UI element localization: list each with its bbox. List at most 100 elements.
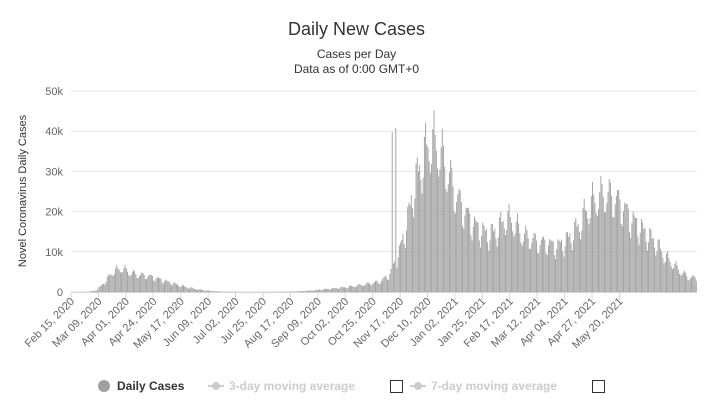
bar[interactable] — [608, 179, 610, 292]
bar[interactable] — [299, 291, 301, 292]
bar[interactable] — [400, 242, 402, 292]
bar[interactable] — [345, 287, 347, 292]
bar[interactable] — [586, 211, 588, 292]
bar[interactable] — [366, 282, 368, 292]
bar[interactable] — [156, 277, 158, 292]
bar[interactable] — [694, 277, 696, 292]
bar[interactable] — [464, 215, 466, 292]
bar[interactable] — [105, 281, 107, 292]
bar[interactable] — [326, 288, 328, 292]
bar[interactable] — [484, 230, 486, 292]
bar[interactable] — [530, 249, 531, 292]
bar[interactable] — [167, 281, 169, 292]
bar[interactable] — [172, 284, 174, 292]
bar[interactable] — [645, 241, 647, 292]
bar[interactable] — [651, 238, 653, 292]
bar[interactable] — [593, 194, 595, 292]
bar[interactable] — [596, 215, 598, 292]
bar[interactable] — [175, 284, 177, 292]
bar[interactable] — [603, 212, 605, 292]
bar[interactable] — [174, 282, 176, 292]
bar[interactable] — [472, 226, 474, 292]
bar[interactable] — [350, 285, 351, 292]
bar[interactable] — [489, 240, 491, 292]
bar[interactable] — [341, 286, 343, 292]
bar[interactable] — [181, 285, 183, 292]
bar[interactable] — [578, 231, 580, 292]
bar[interactable] — [415, 163, 417, 292]
bar[interactable] — [607, 191, 609, 292]
bar[interactable] — [531, 243, 533, 292]
bar[interactable] — [447, 184, 449, 292]
bar[interactable] — [512, 231, 514, 292]
bar[interactable] — [195, 289, 196, 292]
bar[interactable] — [112, 276, 114, 292]
bar[interactable] — [537, 252, 539, 292]
bar[interactable] — [497, 237, 499, 292]
bar[interactable] — [319, 289, 320, 292]
bar[interactable] — [691, 277, 692, 292]
bar[interactable] — [391, 132, 393, 292]
toggle-7-day-average-checkbox[interactable] — [592, 380, 605, 393]
bar[interactable] — [670, 266, 672, 292]
bar[interactable] — [313, 290, 314, 292]
legend-item-7-day-average[interactable]: 7-day moving average — [410, 377, 557, 395]
legend-item-daily-cases[interactable]: Daily Cases — [98, 377, 184, 395]
bar[interactable] — [514, 233, 516, 292]
bar[interactable] — [660, 248, 661, 292]
bar[interactable] — [301, 291, 303, 292]
bar[interactable] — [587, 218, 589, 292]
bar[interactable] — [551, 240, 553, 292]
bar[interactable] — [311, 290, 313, 292]
bar[interactable] — [203, 290, 205, 292]
bar[interactable] — [384, 276, 386, 292]
bar[interactable] — [440, 147, 442, 292]
bar[interactable] — [91, 291, 93, 292]
bar[interactable] — [149, 274, 151, 292]
bar[interactable] — [434, 134, 436, 292]
bar[interactable] — [298, 291, 300, 292]
bar[interactable] — [664, 261, 666, 292]
bar[interactable] — [555, 259, 557, 292]
bar[interactable] — [180, 286, 182, 292]
bar[interactable] — [138, 276, 140, 292]
bar[interactable] — [513, 236, 515, 292]
bar[interactable] — [459, 190, 461, 292]
bar[interactable] — [100, 285, 102, 292]
bar[interactable] — [128, 275, 130, 292]
bar[interactable] — [334, 288, 336, 292]
bar[interactable] — [116, 265, 118, 292]
bar[interactable] — [98, 287, 100, 292]
bar[interactable] — [496, 246, 498, 292]
bar[interactable] — [210, 290, 212, 292]
bar[interactable] — [532, 238, 534, 292]
bar[interactable] — [153, 280, 155, 292]
bar[interactable] — [129, 276, 131, 292]
bar[interactable] — [485, 228, 487, 292]
bar[interactable] — [561, 239, 562, 292]
bar[interactable] — [408, 202, 410, 292]
bar[interactable] — [528, 248, 530, 292]
bar[interactable] — [621, 226, 623, 292]
bar[interactable] — [643, 229, 645, 292]
bar[interactable] — [564, 246, 566, 292]
bar[interactable] — [211, 291, 213, 292]
bar[interactable] — [204, 290, 206, 292]
bar[interactable] — [613, 217, 615, 292]
bar[interactable] — [140, 274, 142, 292]
bar[interactable] — [508, 203, 510, 292]
bar[interactable] — [675, 261, 677, 292]
toggle-3-day-average-checkbox[interactable] — [390, 380, 403, 393]
bar[interactable] — [474, 216, 475, 292]
bar[interactable] — [376, 280, 378, 292]
bar[interactable] — [581, 230, 583, 292]
bar[interactable] — [589, 217, 591, 292]
bar[interactable] — [592, 182, 593, 292]
bar[interactable] — [600, 176, 602, 292]
bar[interactable] — [574, 221, 576, 293]
bar[interactable] — [320, 290, 322, 292]
bar[interactable] — [130, 274, 132, 292]
bar[interactable] — [490, 223, 492, 292]
bar[interactable] — [367, 282, 369, 292]
bar[interactable] — [520, 242, 522, 292]
